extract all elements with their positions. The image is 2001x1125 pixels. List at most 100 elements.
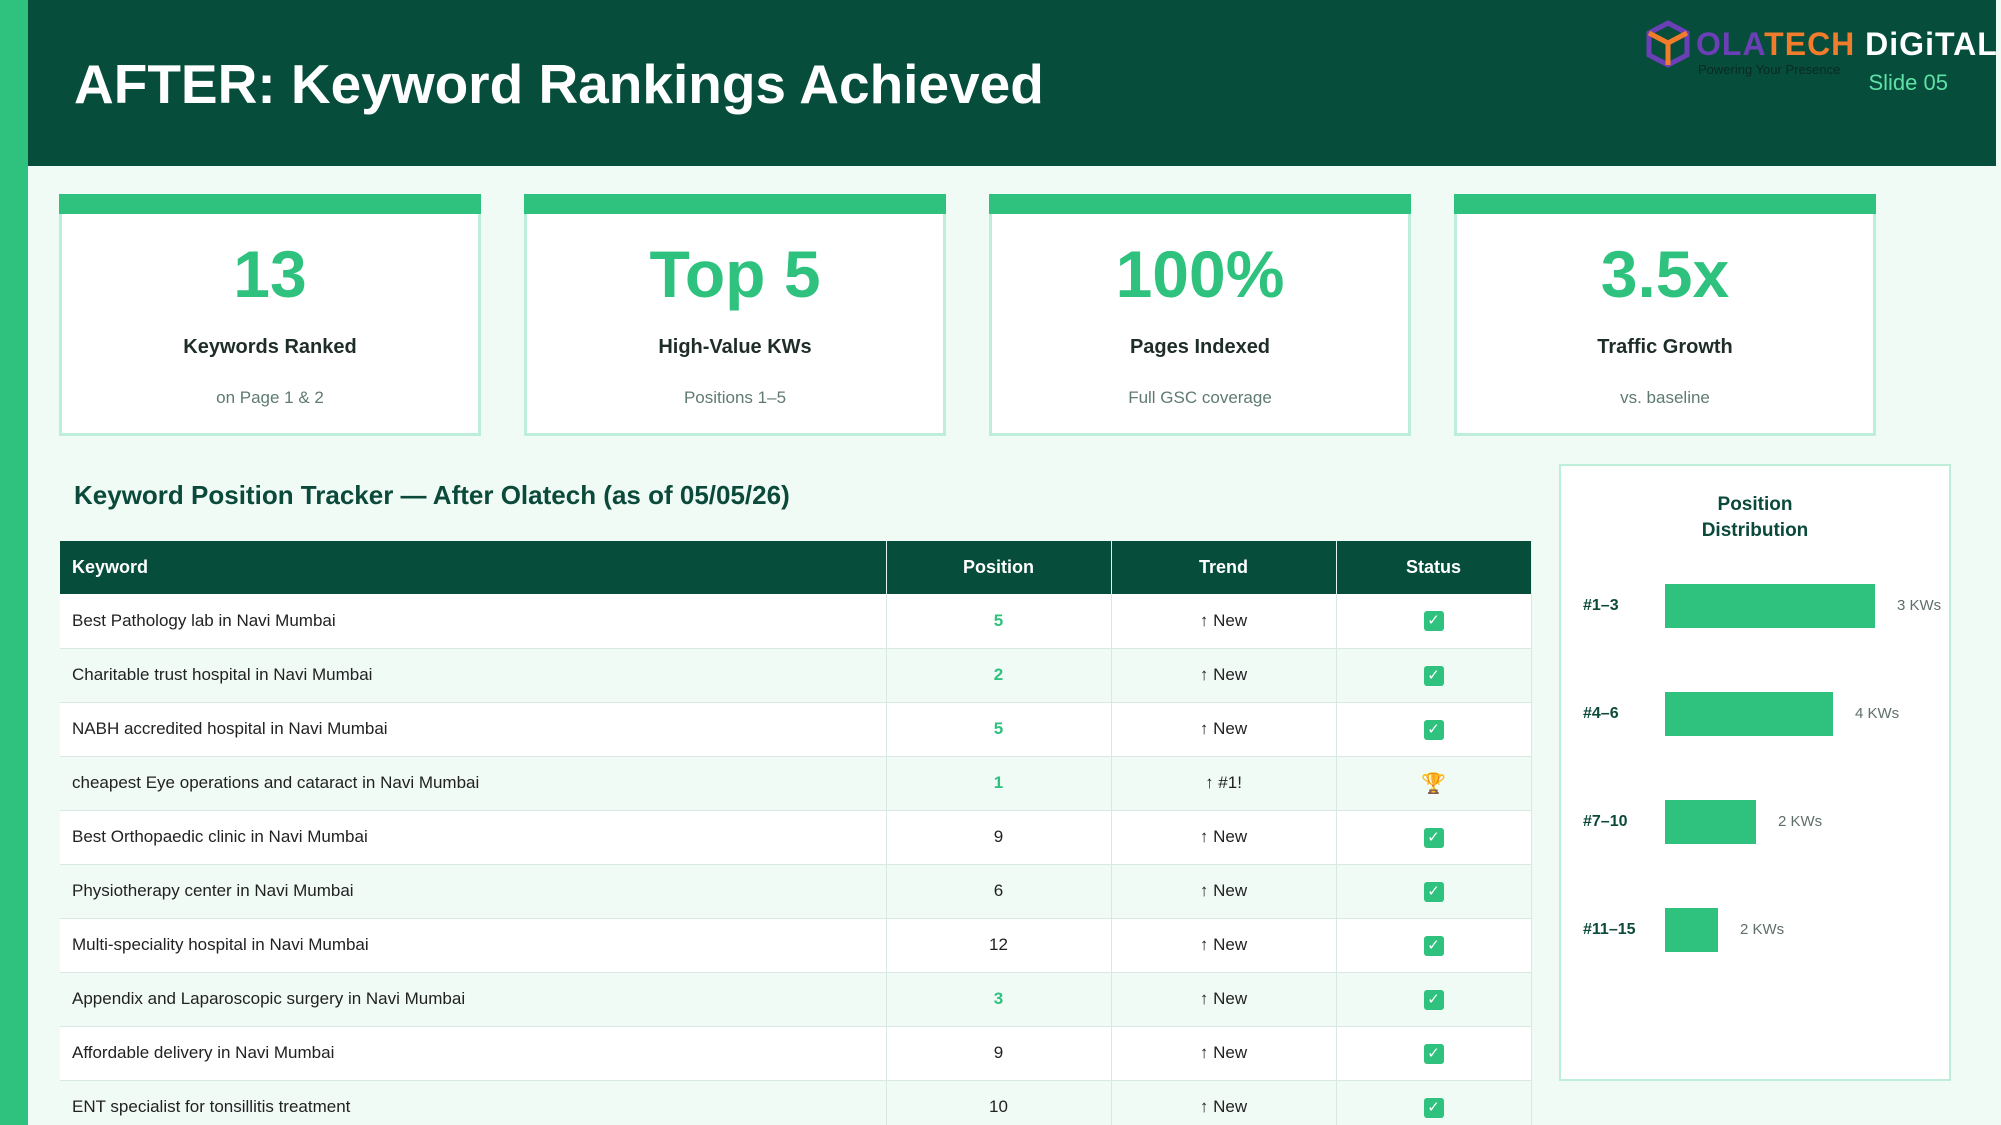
column-header-status: Status bbox=[1336, 541, 1532, 594]
column-header-trend: Trend bbox=[1111, 541, 1337, 594]
table-row: NABH accredited hospital in Navi Mumbai 5… bbox=[60, 702, 1532, 757]
table-row: ENT specialist for tonsillitis treatment… bbox=[60, 1080, 1532, 1125]
keyword-cell: Best Orthopaedic clinic in Navi Mumbai bbox=[60, 810, 887, 865]
kpi-value: 3.5x bbox=[1600, 237, 1730, 311]
distribution-label: #11–15 bbox=[1583, 921, 1636, 938]
kpi-label: Keywords Ranked bbox=[183, 336, 357, 358]
check-icon: ✓ bbox=[1423, 989, 1444, 1010]
keyword-cell: cheapest Eye operations and cataract in … bbox=[60, 756, 887, 811]
trend-cell: ↑ New bbox=[1111, 594, 1337, 649]
keyword-tracker-table: Keyword Position Trend Status Best Patho… bbox=[60, 541, 1532, 1125]
table-row: cheapest Eye operations and cataract in … bbox=[60, 756, 1532, 811]
check-icon: ✓ bbox=[1423, 827, 1444, 848]
distribution-label: #4–6 bbox=[1583, 705, 1619, 722]
distribution-row: #7–10 2 KWs bbox=[1561, 800, 1953, 844]
check-icon: ✓ bbox=[1423, 935, 1444, 956]
check-icon: ✓ bbox=[1423, 611, 1444, 632]
kpi-value: Top 5 bbox=[649, 237, 821, 311]
kpi-subtext: vs. baseline bbox=[1620, 388, 1710, 407]
table-header-row: Keyword Position Trend Status bbox=[60, 541, 1532, 594]
position-cell: 3 bbox=[886, 972, 1112, 1027]
distribution-row: #1–3 3 KWs bbox=[1561, 584, 1953, 628]
kpi-card-accent-bar bbox=[1454, 194, 1876, 214]
status-cell: ✓ bbox=[1336, 594, 1532, 649]
trend-cell: ↑ New bbox=[1111, 1026, 1337, 1081]
table-row: Appendix and Laparoscopic surgery in Nav… bbox=[60, 972, 1532, 1027]
status-cell: 🏆 bbox=[1336, 756, 1532, 811]
distribution-label: #7–10 bbox=[1583, 813, 1628, 830]
keyword-cell: Charitable trust hospital in Navi Mumbai bbox=[60, 648, 887, 703]
column-header-keyword: Keyword bbox=[60, 541, 887, 594]
tracker-title: Keyword Position Tracker — After Olatech… bbox=[74, 480, 790, 510]
logo-wordmark: OLATECH DiGiTAL bbox=[1696, 26, 1998, 62]
trend-cell: ↑ New bbox=[1111, 702, 1337, 757]
table-row: Multi-speciality hospital in Navi Mumbai… bbox=[60, 918, 1532, 973]
status-cell: ✓ bbox=[1336, 864, 1532, 919]
slide-title: AFTER: Keyword Rankings Achieved bbox=[74, 53, 1044, 115]
trophy-icon: 🏆 bbox=[1421, 772, 1446, 795]
distribution-value: 2 KWs bbox=[1778, 813, 1823, 830]
kpi-card-high-value-kws: Top 5 High-Value KWs Positions 1–5 bbox=[524, 194, 946, 436]
kpi-card-pages-indexed: 100% Pages Indexed Full GSC coverage bbox=[989, 194, 1411, 436]
kpi-label: Pages Indexed bbox=[1129, 336, 1271, 358]
position-cell: 2 bbox=[886, 648, 1112, 703]
trend-cell: ↑ New bbox=[1111, 1080, 1337, 1125]
kpi-value: 100% bbox=[1115, 237, 1285, 311]
left-accent-stripe bbox=[0, 0, 28, 1125]
kpi-card-accent-bar bbox=[59, 194, 481, 214]
status-cell: ✓ bbox=[1336, 702, 1532, 757]
status-cell: ✓ bbox=[1336, 1026, 1532, 1081]
position-distribution-panel: Position Distribution #1–3 3 KWs #4–6 4 KWs… bbox=[1559, 464, 1951, 1081]
position-cell: 5 bbox=[886, 702, 1112, 757]
position-cell: 12 bbox=[886, 918, 1112, 973]
distribution-title: Position Distribution bbox=[1701, 494, 1809, 541]
trend-cell: ↑ #1! bbox=[1111, 756, 1337, 811]
distribution-bar bbox=[1665, 800, 1756, 844]
kpi-value: 13 bbox=[233, 237, 307, 311]
check-icon: ✓ bbox=[1423, 665, 1444, 686]
status-cell: ✓ bbox=[1336, 918, 1532, 973]
keyword-cell: ENT specialist for tonsillitis treatment bbox=[60, 1080, 887, 1125]
logo-tagline: Powering Your Presence bbox=[1698, 62, 1841, 77]
slide-number: Slide 05 bbox=[1868, 70, 1948, 95]
distribution-label: #1–3 bbox=[1583, 597, 1619, 614]
keyword-cell: Physiotherapy center in Navi Mumbai bbox=[60, 864, 887, 919]
status-cell: ✓ bbox=[1336, 1080, 1532, 1125]
kpi-card-accent-bar bbox=[989, 194, 1411, 214]
keyword-cell: Best Pathology lab in Navi Mumbai bbox=[60, 594, 887, 649]
table-row: Affordable delivery in Navi Mumbai 9 ↑ New… bbox=[60, 1026, 1532, 1081]
table-row: Best Orthopaedic clinic in Navi Mumbai 9 ↑… bbox=[60, 810, 1532, 865]
trend-cell: ↑ New bbox=[1111, 648, 1337, 703]
status-cell: ✓ bbox=[1336, 972, 1532, 1027]
kpi-label: High-Value KWs bbox=[658, 336, 812, 358]
position-cell: 9 bbox=[886, 810, 1112, 865]
kpi-card-keywords-ranked: 13 Keywords Ranked on Page 1 & 2 bbox=[59, 194, 481, 436]
check-icon: ✓ bbox=[1423, 1097, 1444, 1118]
distribution-row: #4–6 4 KWs bbox=[1561, 692, 1953, 736]
check-icon: ✓ bbox=[1423, 1043, 1444, 1064]
trend-cell: ↑ New bbox=[1111, 972, 1337, 1027]
table-row: Physiotherapy center in Navi Mumbai 6 ↑ Ne… bbox=[60, 864, 1532, 919]
kpi-card-traffic-growth: 3.5x Traffic Growth vs. baseline bbox=[1454, 194, 1876, 436]
position-cell: 10 bbox=[886, 1080, 1112, 1125]
trend-cell: ↑ New bbox=[1111, 810, 1337, 865]
trend-cell: ↑ New bbox=[1111, 864, 1337, 919]
cube-logo-icon bbox=[1646, 20, 1690, 68]
column-header-position: Position bbox=[886, 541, 1112, 594]
distribution-row: #11–15 2 KWs bbox=[1561, 908, 1953, 952]
kpi-subtext: Positions 1–5 bbox=[683, 388, 787, 407]
distribution-bar bbox=[1665, 692, 1833, 736]
distribution-value: 2 KWs bbox=[1740, 921, 1785, 938]
keyword-cell: Affordable delivery in Navi Mumbai bbox=[60, 1026, 887, 1081]
keyword-cell: Appendix and Laparoscopic surgery in Nav… bbox=[60, 972, 887, 1027]
check-icon: ✓ bbox=[1423, 881, 1444, 902]
kpi-subtext: Full GSC coverage bbox=[1128, 388, 1272, 407]
kpi-label: Traffic Growth bbox=[1597, 336, 1733, 358]
distribution-value: 3 KWs bbox=[1897, 597, 1942, 614]
status-cell: ✓ bbox=[1336, 810, 1532, 865]
status-cell: ✓ bbox=[1336, 648, 1532, 703]
slide-header: AFTER: Keyword Rankings Achieved OLATECH… bbox=[28, 0, 1998, 166]
kpi-subtext: on Page 1 & 2 bbox=[216, 388, 324, 407]
trend-cell: ↑ New bbox=[1111, 918, 1337, 973]
table-row: Charitable trust hospital in Navi Mumbai… bbox=[60, 648, 1532, 703]
